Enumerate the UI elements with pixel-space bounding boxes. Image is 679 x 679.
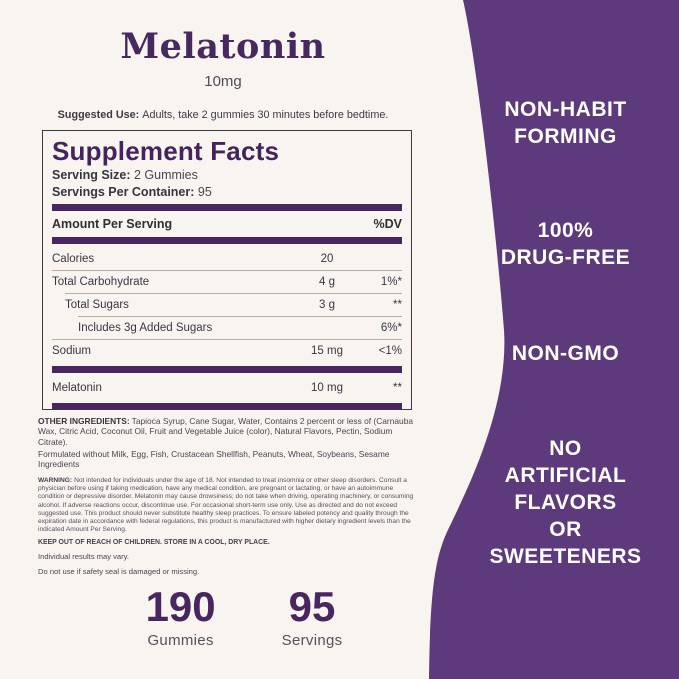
claim-line: DRUG-FREE [500,245,631,269]
nutrient-name: Total Sugars [65,299,129,311]
facts-title: Supplement Facts [52,136,280,166]
nutrient-dv: ** [393,299,402,311]
table-row-sodium: Sodium 15 mg <1% [52,340,402,362]
other-ingredients: OTHER INGREDIENTS: Tapioca Syrup, Cane Su… [38,416,420,447]
servings-count: 95 [288,583,336,630]
claim-line: ARTIFICIAL [504,463,627,487]
nutrient-amount: 15 mg [311,345,343,357]
suggested-use: Suggested Use: Adults, take 2 gummies 30 … [33,109,413,121]
nutrient-name: Total Carbohydrate [52,276,150,288]
claim-line: 100% [537,219,594,242]
row-separator [78,316,402,317]
nutrient-amount: 20 [320,253,334,265]
row-separator [52,270,402,271]
warning-text: Not intended for individuals under the a… [38,477,414,534]
servings-per-container: Servings Per Container: 95 [52,184,402,201]
other-ingredients-label: OTHER INGREDIENTS: [38,416,130,426]
claim-line: NO [549,437,582,460]
nutrient-amount: 3 g [319,299,335,311]
claim-no-artificial: NO ARTIFICIAL FLAVORS OR SWEETENERS [452,436,679,570]
row-separator [52,339,402,340]
servings-label: Servings [281,632,343,649]
claim-line: SWEETENERS [489,544,642,568]
claim-line: FORMING [514,124,617,148]
claim-non-habit-forming: NON-HABIT FORMING [452,97,679,151]
table-row-total-carbohydrate: Total Carbohydrate 4 g 1%* [52,271,402,293]
product-title: Melatonin [120,26,326,67]
nutrient-dv: 1%* [380,276,402,288]
nutrient-name: Sodium [52,345,91,357]
serving-size: Serving Size: 2 Gummies [52,167,402,184]
nutrient-dv: <1% [378,345,402,357]
storage-note: KEEP OUT OF REACH OF CHILDREN. STORE IN … [38,539,270,546]
other-ingredients-text: Tapioca Syrup, Cane Sugar, Water, Contai… [38,416,414,447]
divider-bar [52,204,402,211]
header: Melatonin 10mg [33,26,413,90]
table-row-total-sugars: Total Sugars 3 g ** [52,294,402,316]
table-row-calories: Calories 20 [52,248,402,270]
row-separator [65,293,402,294]
amount-per-serving-header: Amount Per Serving [52,217,173,231]
warning-label: WARNING: [38,477,73,484]
disclaimer-results: Individual results may vary. [38,552,130,561]
allergen-note: Formulated without Milk, Egg, Fish, Crus… [38,449,390,470]
supplement-facts-panel: Supplement Facts Serving Size: 2 Gummies… [42,130,412,410]
claim-drug-free: 100% DRUG-FREE [452,218,679,272]
nutrient-name: Calories [52,253,95,265]
warning: WARNING: Not intended for individuals und… [38,477,420,534]
divider-bar [52,403,402,409]
serving-size-value: 2 Gummies [133,168,198,182]
claim-line: NON-GMO [511,342,620,365]
disclaimer-safety-seal: Do not use if safety seal is damaged or … [38,567,200,576]
nutrient-amount: 10 mg [311,382,343,394]
dv-header: %DV [373,217,402,231]
claim-line: FLAVORS [514,490,617,514]
stat-servings: 95 Servings [281,583,343,650]
stat-gummies: 190 Gummies [145,583,216,650]
suggested-use-label: Suggested Use: [57,109,140,121]
product-dosage: 10mg [204,73,242,90]
divider-bar [52,237,402,244]
bottom-stats: 190 Gummies 95 Servings [59,583,429,650]
divider-bar [52,366,402,373]
suggested-use-text: Adults, take 2 gummies 30 minutes before… [142,109,389,121]
nutrient-name: Melatonin [52,382,102,394]
claim-line: NON-HABIT [504,98,627,121]
nutrient-name: Includes 3g Added Sugars [78,322,213,334]
table-row-melatonin: Melatonin 10 mg ** [52,377,402,399]
nutrient-amount: 4 g [319,276,335,288]
servings-label: Servings Per Container: [52,184,195,199]
table-row-added-sugars: Includes 3g Added Sugars 6%* [52,317,402,339]
gummies-label: Gummies [147,632,214,649]
serving-size-label: Serving Size: [52,168,131,182]
servings-value: 95 [197,184,212,199]
claim-line: OR [549,517,582,541]
table-header: Amount Per Serving %DV [52,215,402,233]
nutrient-dv: 6%* [380,322,402,334]
gummies-count: 190 [145,583,216,630]
claim-non-gmo: NON-GMO [452,341,679,368]
nutrient-dv: ** [393,382,402,394]
